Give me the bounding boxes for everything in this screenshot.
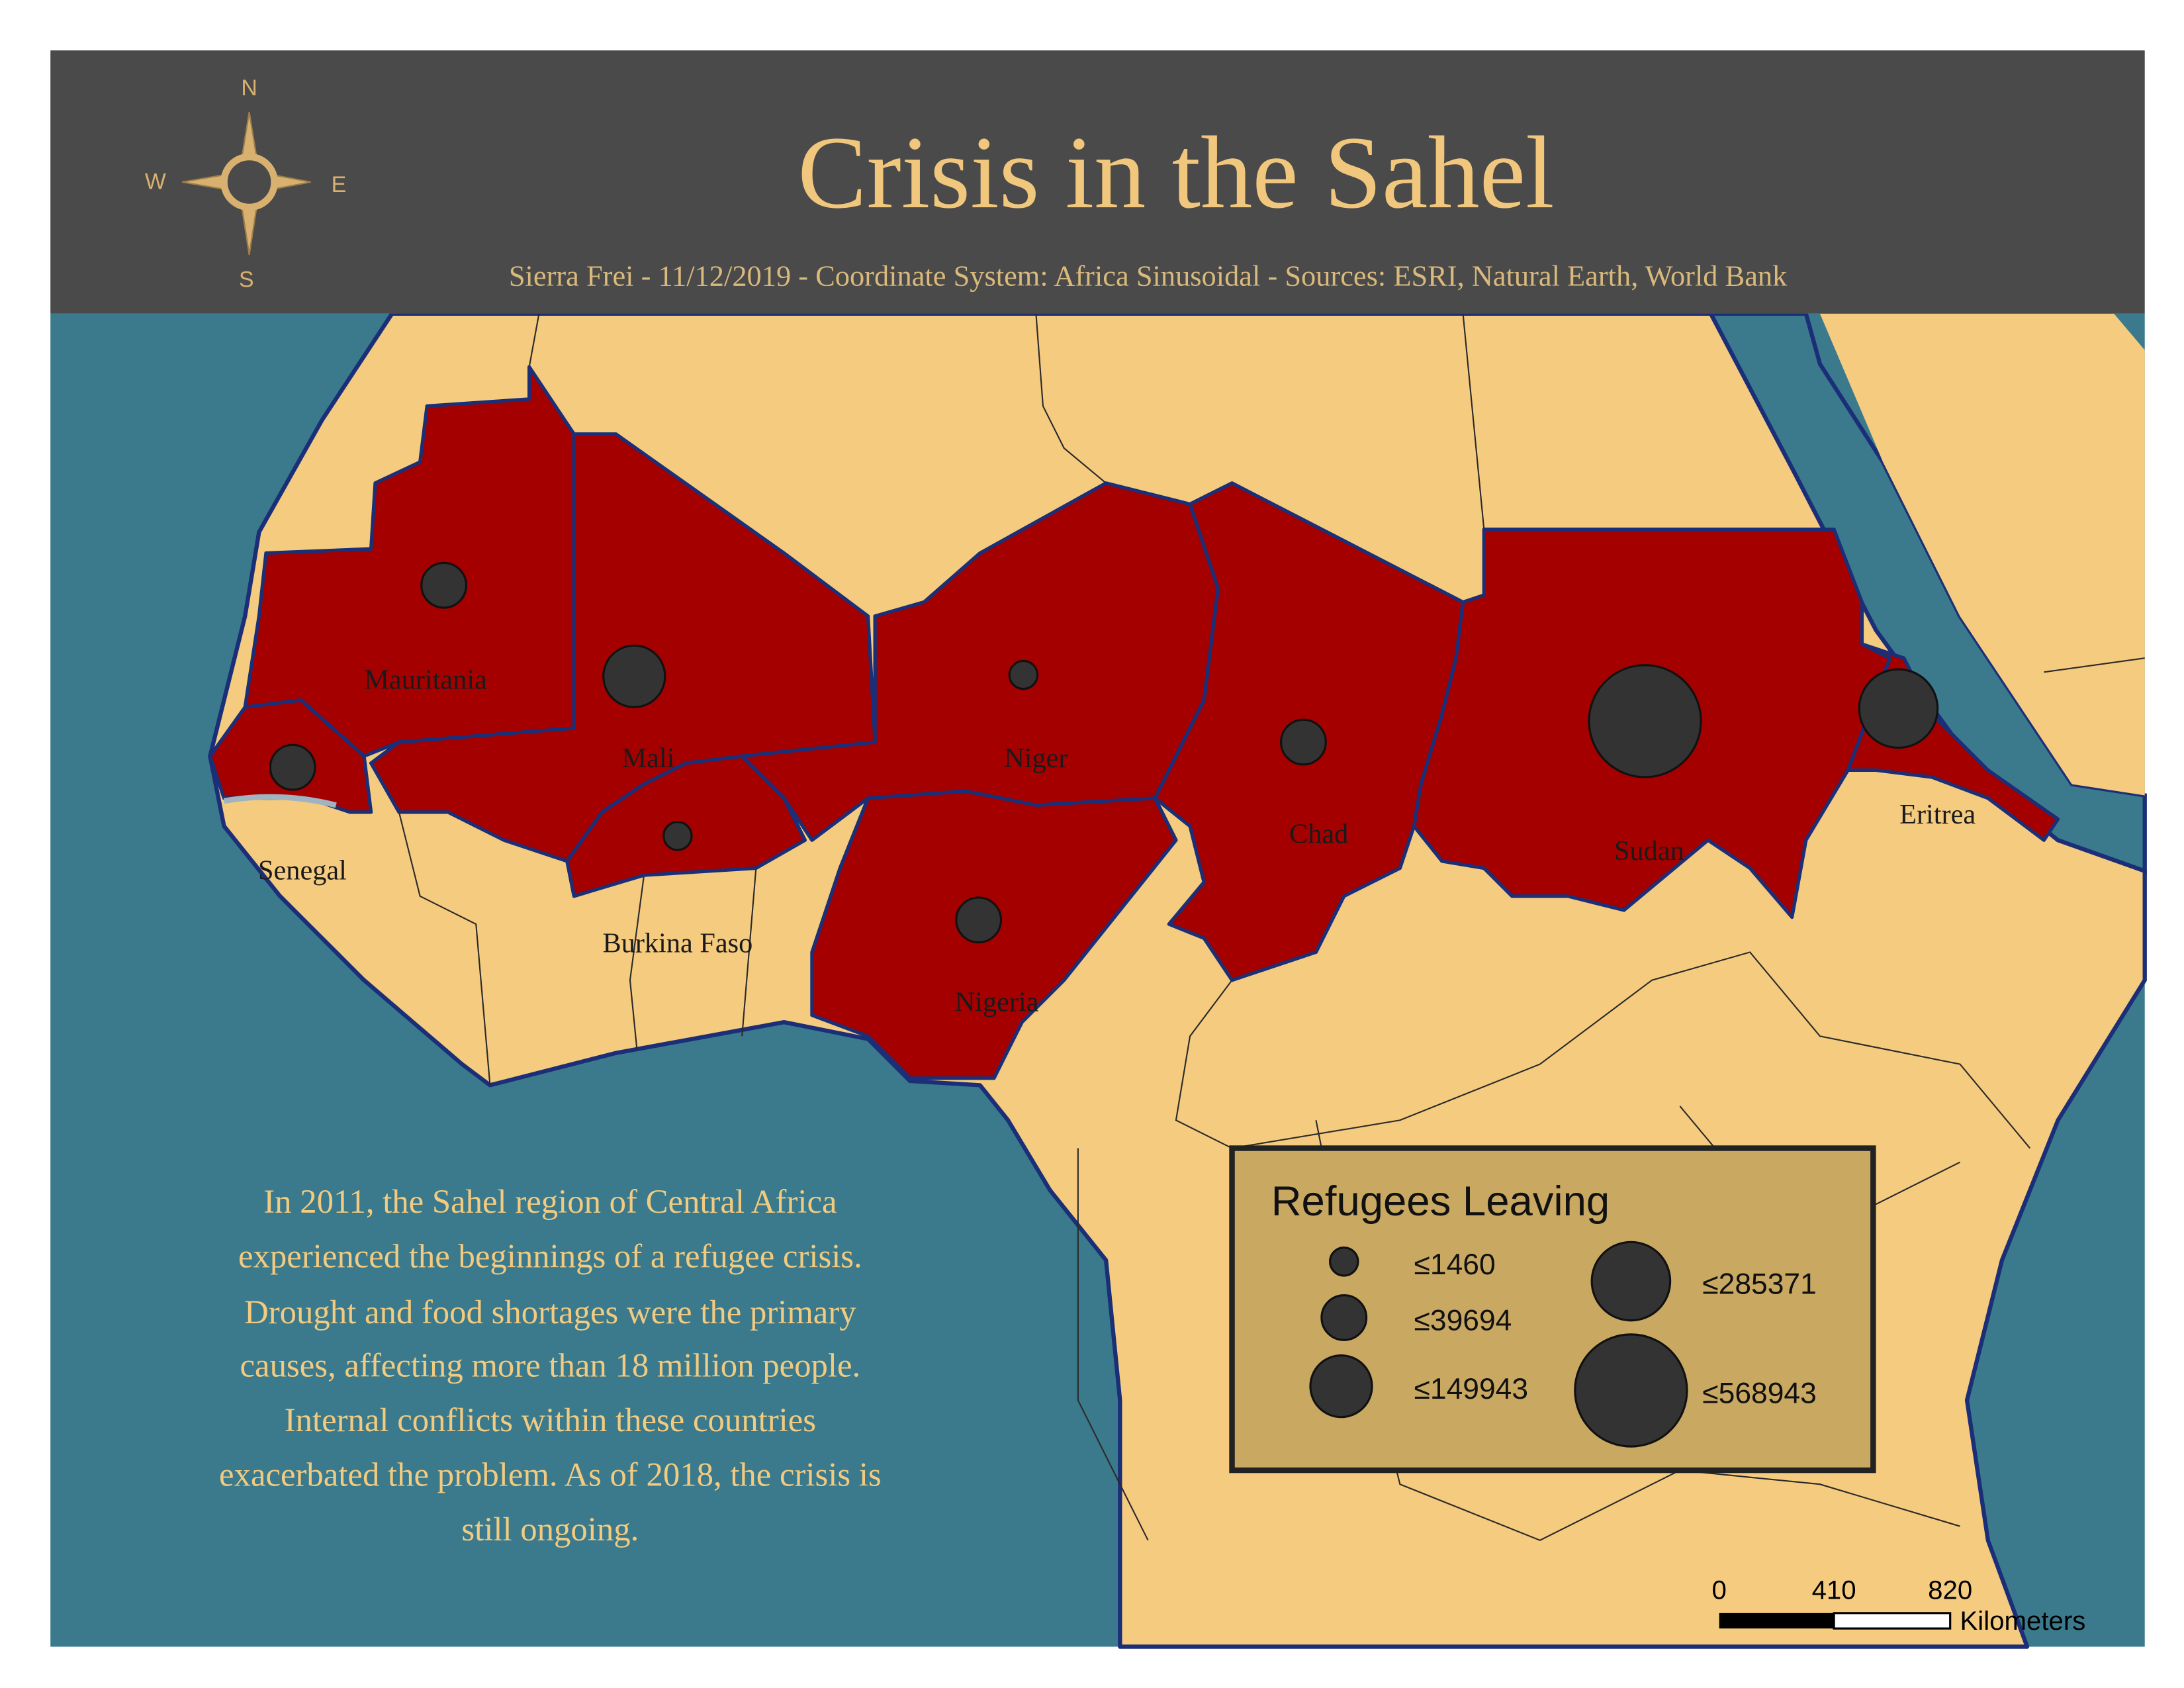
country-label: Senegal [258,855,347,886]
border [528,313,540,367]
legend-title: Refugees Leaving [1271,1178,1610,1225]
gambia-river [223,794,337,808]
description-line: Drought and food shortages were the prim… [244,1293,856,1331]
border [1175,951,2031,1149]
border [1462,313,1485,530]
scale-segment [1719,1613,1835,1629]
scale-tick-label: 820 [1928,1575,1972,1605]
map-title: Crisis in the Sahel [797,115,1554,230]
legend-symbol [1329,1246,1359,1277]
country-label: Niger [1004,743,1068,774]
description-line: exacerbated the problem. As of 2018, the… [219,1456,882,1493]
description-line: In 2011, the Sahel region of Central Afr… [263,1183,837,1220]
refugee-symbol [602,644,666,708]
description-line: Internal conflicts within these countrie… [285,1401,816,1438]
compass: N S E W [145,75,346,293]
refugee-symbol [269,743,316,791]
country-label: Mauritania [364,665,487,696]
description-line: causes, affecting more than 18 million p… [240,1346,861,1383]
country-label: Chad [1289,818,1348,849]
refugee-symbol [1588,664,1702,778]
scale-segment [1833,1612,1952,1630]
border [741,868,757,1037]
country-label: Burkina Faso [602,927,752,959]
refugee-symbol [955,896,1003,944]
refugee-symbol [1008,659,1039,690]
border [398,812,491,1086]
legend: Refugees Leaving ≤1460 ≤39694 ≤149943 ≤2… [1229,1145,1876,1474]
refugee-symbols [269,561,1939,944]
description: In 2011, the Sahel region of Central Afr… [219,1183,882,1548]
country-label: Sudan [1614,835,1684,867]
legend-label: ≤568943 [1702,1378,1817,1410]
border [1035,313,1107,484]
scale-tick-label: 410 [1812,1575,1856,1605]
land-east [1819,313,2145,796]
compass-label: N [241,75,257,101]
legend-symbol [1590,1241,1672,1322]
border [629,874,645,1051]
legend-symbol [1309,1354,1373,1419]
border [2044,657,2145,673]
refugee-symbol [662,821,693,851]
legend-label: ≤1460 [1414,1248,1496,1281]
compass-label: W [145,169,166,195]
legend-label: ≤285371 [1702,1268,1817,1301]
country-labels: Mauritania Mali Niger Senegal Burkina Fa… [258,665,1976,1018]
description-line: still ongoing. [461,1511,639,1548]
header-bar [50,50,2145,314]
scale-bar: 0 410 820 Kilometers [1711,1575,2085,1636]
legend-symbol [1320,1294,1368,1341]
compass-label: S [239,267,254,293]
legend-label: ≤149943 [1414,1373,1529,1405]
refugee-symbol [1858,668,1939,749]
refugee-symbol [1279,718,1327,766]
scale-tick-label: 0 [1711,1575,1726,1605]
legend-symbol [1574,1333,1688,1448]
country-label: Mali [622,743,675,774]
map-subtitle: Sierra Frei - 11/12/2019 - Coordinate Sy… [509,259,1788,293]
country-label: Nigeria [955,986,1039,1017]
description-line: experienced the beginnings of a refugee … [238,1237,862,1274]
border [1077,1148,1149,1541]
scale-unit: Kilometers [1960,1606,2085,1636]
refugee-symbol [420,561,468,609]
country-label: Eritrea [1899,799,1976,830]
compass-label: E [332,172,347,197]
legend-label: ≤39694 [1414,1305,1512,1337]
compass-ring [220,153,278,211]
